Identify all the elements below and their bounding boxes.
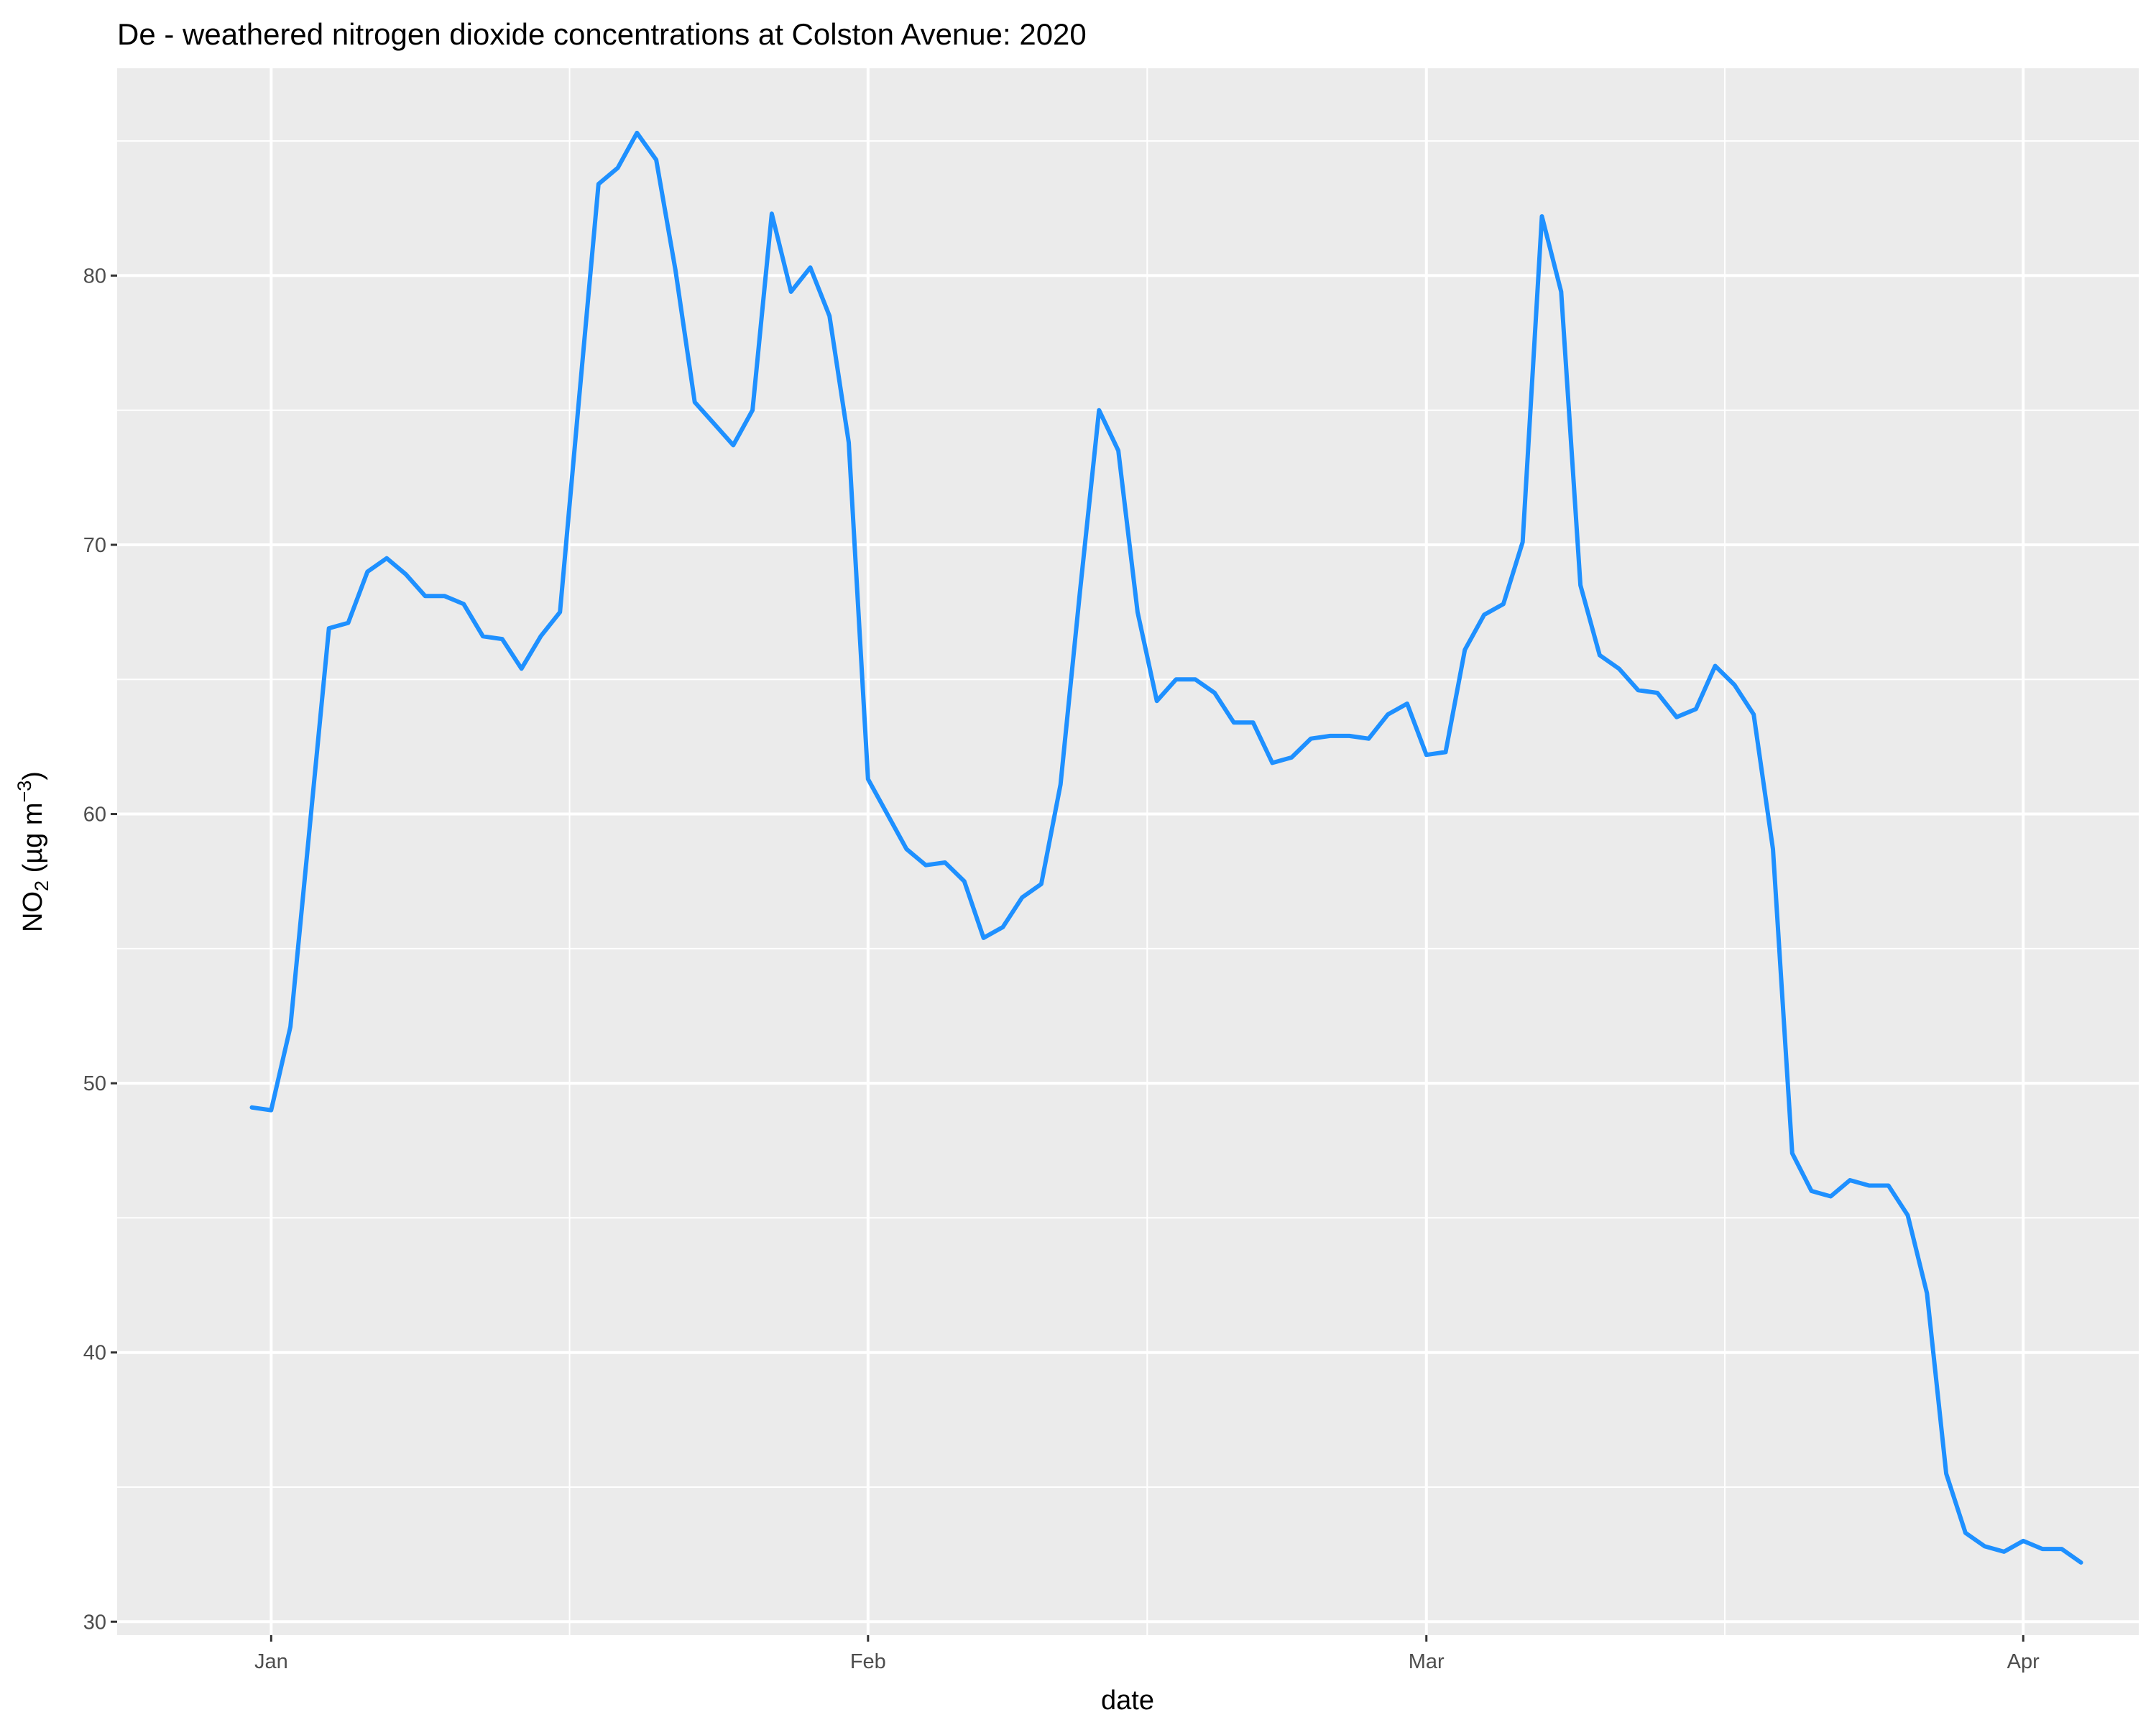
y-tick-label-80: 80 bbox=[83, 264, 106, 288]
x-tick-label-apr: Apr bbox=[2007, 1650, 2040, 1673]
chart-title: De - weathered nitrogen dioxide concentr… bbox=[117, 17, 1087, 51]
x-axis-title: date bbox=[1101, 1685, 1154, 1716]
y-axis-title-superscript: −3 bbox=[14, 781, 35, 803]
y-axis-title: NO2 (µg m−3) bbox=[14, 771, 52, 932]
plot-panel bbox=[117, 68, 2139, 1635]
series-layer bbox=[249, 130, 2083, 1565]
y-tick-label-50: 50 bbox=[83, 1072, 106, 1095]
y-tick-label-60: 60 bbox=[83, 804, 106, 827]
y-axis-title-base: NO bbox=[18, 891, 48, 932]
y-axis: 30 40 50 60 70 80 bbox=[83, 264, 117, 1634]
y-tick-label-30: 30 bbox=[83, 1611, 106, 1634]
series-line-no2 bbox=[249, 130, 2083, 1565]
y-axis-title-middle: (µg m bbox=[18, 802, 48, 880]
x-tick-label-jan: Jan bbox=[254, 1650, 288, 1673]
y-tick-label-70: 70 bbox=[83, 534, 106, 557]
x-axis: Jan Feb Mar Apr bbox=[254, 1635, 2040, 1673]
x-tick-label-mar: Mar bbox=[1409, 1650, 1445, 1673]
y-axis-title-subscript: 2 bbox=[31, 880, 52, 891]
y-tick-label-40: 40 bbox=[83, 1342, 106, 1365]
y-axis-title-end: ) bbox=[18, 771, 48, 781]
x-tick-label-feb: Feb bbox=[850, 1650, 886, 1673]
